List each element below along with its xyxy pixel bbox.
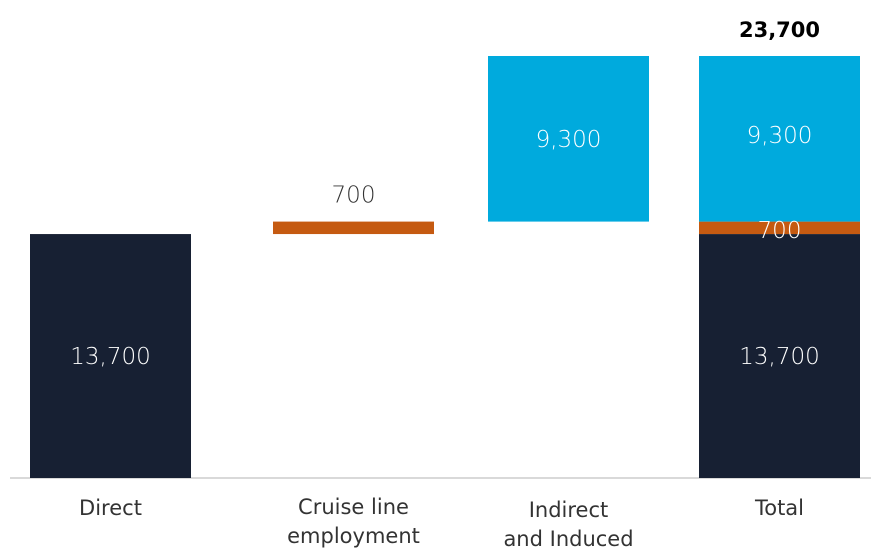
- category-label-2-line-1: and Induced: [503, 527, 633, 551]
- category-label-1-line-0: Cruise line: [298, 495, 409, 519]
- category-label-2-line-0: Indirect: [529, 498, 609, 522]
- total-data-label-1: 700: [758, 218, 802, 244]
- total-segment-direct: [699, 234, 860, 478]
- data-label-2: 9,300: [536, 127, 602, 153]
- data-label-1: 700: [332, 183, 376, 209]
- total-data-label-0: 13,700: [739, 344, 819, 370]
- total-data-label-2: 9,300: [747, 123, 813, 149]
- bar-direct: [30, 234, 191, 478]
- total-segment-cruise-line-employment: [699, 221, 860, 235]
- category-label-0: Direct: [79, 496, 142, 520]
- bar-cruise-line-employment: [273, 221, 434, 235]
- category-label-3: Total: [754, 496, 804, 520]
- bar-indirect-and-induced: [488, 56, 649, 222]
- category-label-1-line-1: employment: [287, 524, 420, 548]
- total-segment-indirect-and-induced: [699, 56, 860, 222]
- data-label-0: 13,700: [70, 344, 150, 370]
- total-value-label: 23,700: [739, 18, 820, 42]
